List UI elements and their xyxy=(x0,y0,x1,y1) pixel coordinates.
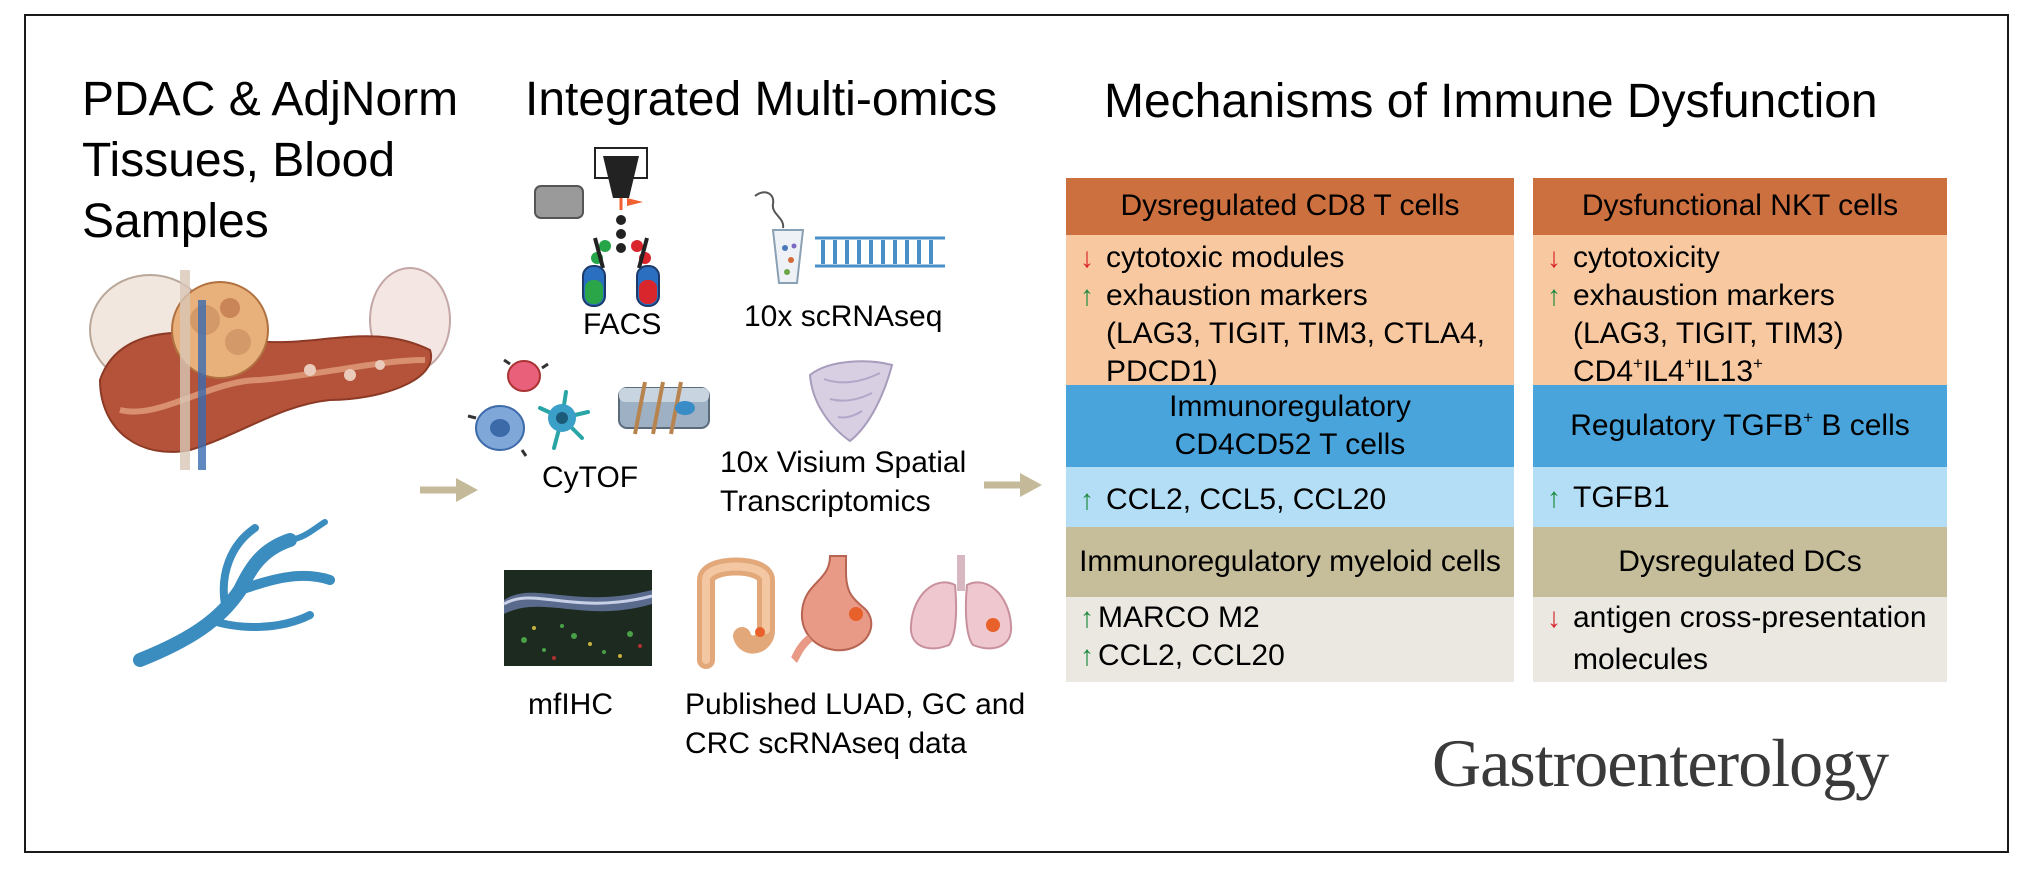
nkt-item: ↑ exhaustion markers xyxy=(1547,277,1947,315)
lungs-icon xyxy=(909,555,1013,650)
pancreas-illustration xyxy=(89,267,451,470)
cd4-item: ↑ CCL2, CCL5, CCL20 xyxy=(1080,481,1514,519)
up-arrow-icon: ↑ xyxy=(1547,482,1561,513)
cd8-header: Dysregulated CD8 T cells xyxy=(1066,178,1514,235)
colon-icon xyxy=(697,557,775,669)
scrnaseq-icon xyxy=(754,191,945,284)
cd4-header: Immunoregulatory CD4CD52 T cells xyxy=(1066,385,1514,467)
up-arrow-icon: ↑ xyxy=(1080,602,1094,633)
visium-tissue-icon xyxy=(808,360,894,443)
figure-frame xyxy=(24,14,2009,853)
nkt-item: ↓ cytotoxicity xyxy=(1547,239,1947,277)
cd8-item-text: exhaustion markers xyxy=(1106,279,1368,313)
cd4-item-text: CCL2, CCL5, CCL20 xyxy=(1106,483,1387,516)
journal-logo: Gastroenterology xyxy=(1432,725,1889,801)
myeloid-item: ↑ CCL2, CCL20 xyxy=(1080,637,1514,675)
label-published-line1: Published LUAD, GC and xyxy=(685,688,1026,721)
label-published: Published LUAD, GC and CRC scRNAseq data xyxy=(685,685,1025,763)
cd4-body: ↑ CCL2, CCL5, CCL20 xyxy=(1066,467,1514,527)
dc-header: Dysregulated DCs xyxy=(1533,527,1947,597)
nkt-item-text: (LAG3, TIGIT, TIM3) xyxy=(1573,317,1844,351)
myeloid-body: ↑ MARCO M2 ↑ CCL2, CCL20 xyxy=(1066,597,1514,682)
dc-item-text: molecules xyxy=(1573,643,1709,677)
cd8-item-text: cytotoxic modules xyxy=(1106,241,1345,274)
title-samples-line1: PDAC & AdjNorm xyxy=(82,73,459,126)
nkt-cd4-text: CD4+IL4+IL13+ xyxy=(1573,354,1763,389)
cd8-item: ↓ cytotoxic modules xyxy=(1080,239,1514,277)
label-scrnaseq: 10x scRNAseq xyxy=(744,300,943,333)
cd8-item: ↑ exhaustion markers xyxy=(1080,277,1514,315)
flow-arrow-2 xyxy=(984,473,1042,497)
up-arrow-icon: ↑ xyxy=(1080,484,1094,515)
label-visium: 10x Visium Spatial Transcriptomics xyxy=(720,443,966,521)
title-samples: PDAC & AdjNorm Tissues, Blood Samples xyxy=(82,70,458,253)
facs-icon xyxy=(534,147,660,307)
myeloid-header-text: Immunoregulatory myeloid cells xyxy=(1079,544,1501,578)
down-arrow-icon: ↓ xyxy=(1547,602,1561,633)
label-visium-line1: 10x Visium Spatial xyxy=(720,446,967,479)
bcell-header: Regulatory TGFB+ B cells xyxy=(1533,385,1947,467)
mfihc-image xyxy=(503,570,653,666)
flow-arrow-1 xyxy=(420,478,478,502)
tissue-sample-icon xyxy=(618,381,710,435)
cytof-cells-icon xyxy=(467,358,590,457)
myeloid-header: Immunoregulatory myeloid cells xyxy=(1066,527,1514,597)
label-published-line2: CRC scRNAseq data xyxy=(685,727,967,760)
blood-vessel-icon xyxy=(133,519,335,667)
cd8-item-text: PDCD1) xyxy=(1106,355,1218,389)
dc-item: ↓ antigen cross-presentation xyxy=(1547,599,1947,637)
label-visium-line2: Transcriptomics xyxy=(720,485,931,518)
bcell-item-text: TGFB1 xyxy=(1573,481,1670,514)
panel-nkt-bcell-dc: Dysfunctional NKT cells ↓ cytotoxicity ↑ e… xyxy=(1533,178,1947,682)
up-arrow-icon: ↑ xyxy=(1080,640,1094,672)
dc-item: molecules xyxy=(1547,641,1947,679)
cd4-header-line2: CD4CD52 T cells xyxy=(1174,428,1406,461)
myeloid-item-text: MARCO M2 xyxy=(1098,601,1260,634)
bcell-header-text: Regulatory TGFB+ B cells xyxy=(1570,407,1910,442)
dc-header-text: Dysregulated DCs xyxy=(1618,544,1862,578)
cd8-item-text: (LAG3, TIGIT, TIM3, CTLA4, xyxy=(1106,317,1485,351)
nkt-header-text: Dysfunctional NKT cells xyxy=(1581,189,1899,223)
label-facs: FACS xyxy=(583,308,662,341)
cd8-item: (LAG3, TIGIT, TIM3, CTLA4, xyxy=(1080,315,1514,353)
down-arrow-icon: ↓ xyxy=(1080,242,1094,273)
down-arrow-icon: ↓ xyxy=(1547,242,1561,273)
label-mfihc: mfIHC xyxy=(528,688,613,721)
bcell-body: ↑ TGFB1 xyxy=(1533,467,1947,527)
nkt-body: ↓ cytotoxicity ↑ exhaustion markers (LAG3,… xyxy=(1533,235,1947,388)
cd8-header-text: Dysregulated CD8 T cells xyxy=(1120,189,1460,223)
myeloid-item-text: CCL2, CCL20 xyxy=(1098,639,1285,673)
panel-cd8-cd4-myeloid: Dysregulated CD8 T cells ↓ cytotoxic modu… xyxy=(1066,178,1514,682)
nkt-cd4-line: CD4+IL4+IL13+ xyxy=(1547,353,1947,391)
title-samples-line3: Samples xyxy=(82,194,269,248)
dc-item-text: antigen cross-presentation xyxy=(1573,601,1927,634)
stomach-icon xyxy=(790,555,873,663)
bcell-item: ↑ TGFB1 xyxy=(1547,479,1947,517)
nkt-item-text: exhaustion markers xyxy=(1573,279,1835,313)
cd4-header-line1: Immunoregulatory xyxy=(1169,389,1411,423)
label-cytof: CyTOF xyxy=(542,461,639,494)
dc-body: ↓ antigen cross-presentation molecules xyxy=(1533,597,1947,682)
cd8-item: PDCD1) xyxy=(1080,353,1514,391)
title-samples-line2: Tissues, Blood xyxy=(82,133,396,187)
nkt-header: Dysfunctional NKT cells xyxy=(1533,178,1947,235)
up-arrow-icon: ↑ xyxy=(1080,280,1094,312)
title-mechanisms: Mechanisms of Immune Dysfunction xyxy=(1104,75,1878,128)
nkt-item: (LAG3, TIGIT, TIM3) xyxy=(1547,315,1947,353)
title-multiomics: Integrated Multi-omics xyxy=(525,73,998,126)
up-arrow-icon: ↑ xyxy=(1547,280,1561,312)
nkt-item-text: cytotoxicity xyxy=(1573,241,1720,274)
myeloid-item: ↑ MARCO M2 xyxy=(1080,599,1514,637)
